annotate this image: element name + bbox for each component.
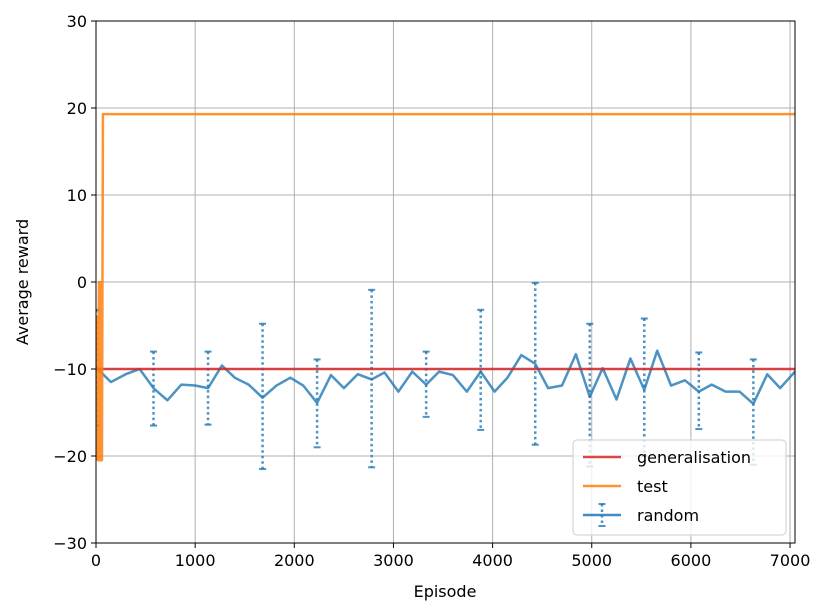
legend: generalisation test random bbox=[572, 439, 787, 536]
x-axis-label: Episode bbox=[414, 582, 477, 601]
random-error-bars bbox=[96, 281, 757, 471]
series-line-test bbox=[96, 112, 795, 462]
y-tick-label: −30 bbox=[53, 534, 87, 553]
y-tick-label: 30 bbox=[67, 12, 87, 31]
legend-label-random: random bbox=[637, 506, 699, 525]
series-line-random bbox=[96, 349, 795, 406]
series-layer bbox=[96, 112, 795, 471]
y-tick-label: 0 bbox=[77, 273, 87, 292]
x-tick-label: 1000 bbox=[175, 551, 216, 570]
x-tick-label: 2000 bbox=[274, 551, 315, 570]
legend-label-test: test bbox=[637, 477, 668, 496]
legend-box bbox=[572, 439, 787, 536]
y-axis-label: Average reward bbox=[13, 219, 32, 345]
y-tick-label: −20 bbox=[53, 447, 87, 466]
x-tick-label: 5000 bbox=[571, 551, 612, 570]
y-tick-label: 10 bbox=[67, 186, 87, 205]
legend-label-generalisation: generalisation bbox=[637, 448, 751, 467]
x-tick-label: 3000 bbox=[373, 551, 414, 570]
x-tick-label: 4000 bbox=[472, 551, 513, 570]
y-axis-ticks: −30 −20 −10 0 10 20 30 bbox=[53, 12, 96, 553]
y-tick-label: −10 bbox=[53, 360, 87, 379]
y-tick-label: 20 bbox=[67, 99, 87, 118]
x-axis-ticks: 0 1000 2000 3000 4000 5000 6000 7000 bbox=[91, 543, 810, 570]
x-tick-label: 7000 bbox=[770, 551, 811, 570]
x-tick-label: 0 bbox=[91, 551, 101, 570]
x-tick-label: 6000 bbox=[671, 551, 712, 570]
